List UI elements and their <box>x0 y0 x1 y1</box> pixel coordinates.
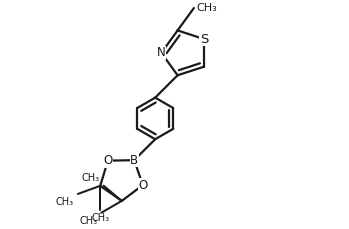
Text: CH₃: CH₃ <box>82 173 99 183</box>
Text: N: N <box>157 46 166 59</box>
Text: O: O <box>138 179 147 192</box>
Text: CH₃: CH₃ <box>79 216 97 226</box>
Text: CH₃: CH₃ <box>91 213 109 223</box>
Text: CH₃: CH₃ <box>197 3 217 13</box>
Text: S: S <box>200 33 208 46</box>
Text: O: O <box>103 154 112 167</box>
Text: CH₃: CH₃ <box>56 197 74 207</box>
Text: B: B <box>130 154 138 167</box>
